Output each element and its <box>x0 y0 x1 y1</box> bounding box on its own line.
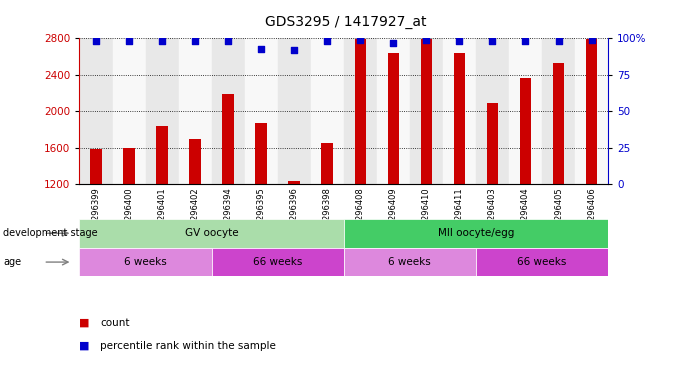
Point <box>91 38 102 45</box>
Point <box>289 47 300 53</box>
Point <box>322 38 333 45</box>
Point <box>553 38 564 45</box>
Text: 6 weeks: 6 weeks <box>388 257 431 267</box>
Point <box>256 46 267 52</box>
Point <box>157 38 168 45</box>
Bar <box>146 38 178 184</box>
Text: 66 weeks: 66 weeks <box>253 257 303 267</box>
Bar <box>113 38 146 184</box>
Bar <box>377 38 410 184</box>
Bar <box>453 53 465 184</box>
Bar <box>421 39 432 184</box>
Bar <box>123 148 135 184</box>
Text: GDS3295 / 1417927_at: GDS3295 / 1417927_at <box>265 15 426 29</box>
Bar <box>388 53 399 184</box>
Bar <box>79 219 344 248</box>
Text: ■: ■ <box>79 318 90 328</box>
Bar <box>223 94 234 184</box>
Bar <box>311 38 343 184</box>
Bar <box>278 38 311 184</box>
Point <box>454 38 465 45</box>
Text: count: count <box>100 318 130 328</box>
Bar <box>189 139 201 184</box>
Bar <box>410 38 443 184</box>
Bar <box>79 38 113 184</box>
Bar <box>344 248 476 276</box>
Text: age: age <box>3 257 21 267</box>
Bar <box>156 126 168 184</box>
Bar <box>509 38 542 184</box>
Point <box>421 37 432 43</box>
Bar <box>91 149 102 184</box>
Bar <box>256 123 267 184</box>
Point <box>223 38 234 45</box>
Point <box>354 37 366 43</box>
Bar <box>343 38 377 184</box>
Bar <box>211 38 245 184</box>
Point <box>189 38 200 45</box>
Bar <box>553 63 565 184</box>
Text: development stage: development stage <box>3 228 98 238</box>
Text: 6 weeks: 6 weeks <box>124 257 167 267</box>
Bar <box>245 38 278 184</box>
Bar <box>354 39 366 184</box>
Bar <box>575 38 608 184</box>
Text: percentile rank within the sample: percentile rank within the sample <box>100 341 276 351</box>
Bar <box>79 248 211 276</box>
Text: 66 weeks: 66 weeks <box>518 257 567 267</box>
Point <box>586 37 597 43</box>
Text: MII oocyte/egg: MII oocyte/egg <box>437 228 514 238</box>
Text: GV oocyte: GV oocyte <box>184 228 238 238</box>
Bar <box>211 248 344 276</box>
Bar <box>288 181 300 184</box>
Bar <box>486 103 498 184</box>
Text: ■: ■ <box>79 341 90 351</box>
Bar <box>178 38 211 184</box>
Bar <box>321 143 333 184</box>
Bar <box>586 39 597 184</box>
Bar <box>476 248 608 276</box>
Point <box>124 38 135 45</box>
Point <box>487 38 498 45</box>
Bar <box>443 38 476 184</box>
Bar <box>344 219 608 248</box>
Point <box>388 40 399 46</box>
Bar <box>520 78 531 184</box>
Bar <box>542 38 575 184</box>
Bar <box>476 38 509 184</box>
Point <box>520 38 531 45</box>
